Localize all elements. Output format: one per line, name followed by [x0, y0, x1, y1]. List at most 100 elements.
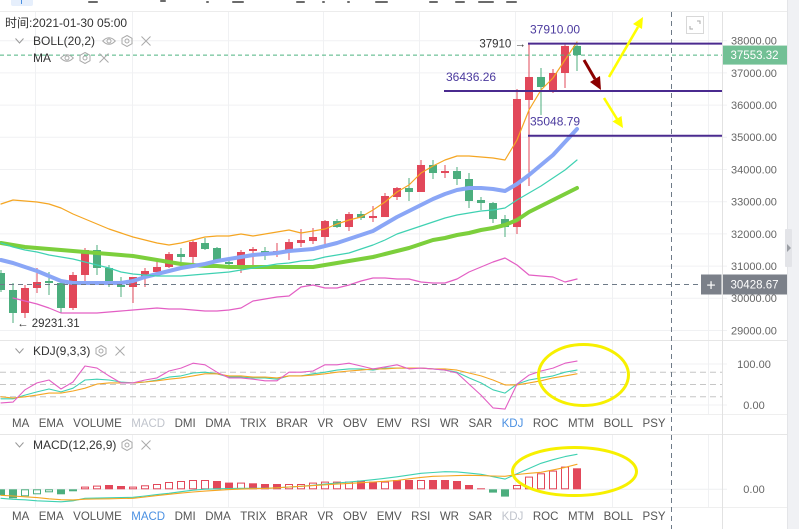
macd-histogram-bar	[417, 480, 425, 490]
tab-sar[interactable]: SAR	[468, 418, 493, 430]
toolbar-button-selected[interactable]	[11, 0, 33, 6]
macd-histogram-bar	[0, 489, 5, 496]
tab-boll[interactable]: BOLL	[603, 511, 634, 523]
toolbar-button-partial[interactable]	[160, 0, 166, 2]
toolbar-button-partial[interactable]	[347, 1, 350, 3]
chevron-down-icon[interactable]	[15, 38, 24, 44]
legend-kdj: KDJ(9,3,3)	[0, 343, 300, 359]
candle	[297, 229, 305, 248]
tab-kdj[interactable]: KDJ	[501, 511, 524, 523]
tab-psy[interactable]: PSY	[642, 418, 666, 430]
tab-brar[interactable]: BRAR	[275, 418, 308, 430]
top-toolbar	[0, 0, 787, 12]
macd-histogram-bar	[465, 485, 473, 490]
close-icon[interactable]	[141, 440, 151, 450]
settings-icon[interactable]	[79, 51, 91, 65]
eye-icon[interactable]	[102, 36, 116, 46]
macd-histogram-bar	[129, 486, 137, 490]
yellow-arrow-up	[607, 26, 640, 78]
tab-trix[interactable]: TRIX	[240, 511, 267, 523]
tab-psy[interactable]: PSY	[642, 511, 666, 523]
toolbar-button-partial[interactable]	[88, 1, 98, 3]
tab-ema[interactable]: EMA	[38, 418, 64, 430]
candle-body	[189, 242, 197, 257]
tab-mtm[interactable]: MTM	[567, 418, 595, 430]
tab-emv[interactable]: EMV	[376, 418, 402, 430]
tab-vr[interactable]: VR	[317, 511, 334, 523]
candle	[525, 43, 533, 186]
toolbar-button-partial[interactable]	[206, 1, 209, 3]
candle	[57, 283, 65, 313]
tab-kdj[interactable]: KDJ	[501, 418, 524, 430]
settings-icon[interactable]	[121, 438, 133, 452]
settings-icon[interactable]	[121, 34, 133, 48]
tab-emv[interactable]: EMV	[376, 511, 402, 523]
toolbar-button-partial[interactable]	[296, 1, 305, 3]
price-axis-tick: 38000.00	[731, 36, 777, 48]
tab-boll[interactable]: BOLL	[603, 418, 634, 430]
tab-trix[interactable]: TRIX	[240, 418, 267, 430]
tab-vr[interactable]: VR	[317, 418, 334, 430]
tab-dmi[interactable]: DMI	[174, 511, 196, 523]
toolbar-button-partial[interactable]	[429, 1, 438, 3]
candle	[513, 89, 521, 234]
toolbar-button-partial[interactable]	[455, 1, 465, 3]
price-axis-tick: 35000.00	[731, 132, 777, 144]
close-icon[interactable]	[141, 36, 151, 46]
candle-body	[405, 188, 413, 193]
tab-volume[interactable]: VOLUME	[73, 418, 122, 430]
tab-roc[interactable]: ROC	[532, 418, 559, 430]
candle	[393, 186, 401, 200]
tab-dmi[interactable]: DMI	[174, 418, 196, 430]
candle-body	[309, 236, 317, 242]
candle	[189, 240, 197, 264]
candle-body	[285, 242, 293, 252]
close-icon[interactable]	[115, 346, 125, 356]
tab-roc[interactable]: ROC	[532, 511, 559, 523]
tab-macd[interactable]: MACD	[131, 511, 166, 523]
macd-histogram-bar	[381, 481, 389, 490]
macd-histogram-bar	[393, 480, 401, 490]
macd-histogram-bar	[165, 482, 173, 490]
tab-obv[interactable]: OBV	[342, 418, 368, 430]
tab-dma[interactable]: DMA	[205, 418, 231, 430]
tab-volume[interactable]: VOLUME	[73, 511, 122, 523]
toolbar-button-partial[interactable]	[506, 1, 517, 3]
fullscreen-button[interactable]	[686, 16, 704, 34]
expand-panel-handle[interactable]	[785, 229, 792, 267]
tab-ma[interactable]: MA	[12, 418, 30, 430]
crosshair-add-button[interactable]	[701, 274, 722, 295]
candle	[381, 193, 389, 218]
candle-body	[525, 76, 533, 100]
close-icon[interactable]	[99, 53, 109, 63]
toolbar-button-partial[interactable]	[232, 1, 244, 3]
crosshair-price-tag	[723, 274, 787, 295]
chevron-down-icon[interactable]	[15, 442, 24, 448]
toolbar-button-partial[interactable]	[478, 1, 494, 3]
tab-brar[interactable]: BRAR	[275, 511, 308, 523]
tab-obv[interactable]: OBV	[342, 511, 368, 523]
tab-mtm[interactable]: MTM	[567, 511, 595, 523]
candle-body	[201, 243, 209, 250]
candle-body	[57, 283, 65, 308]
tab-sar[interactable]: SAR	[468, 511, 493, 523]
tab-ema[interactable]: EMA	[38, 511, 64, 523]
candle-body	[453, 171, 461, 179]
tab-wr[interactable]: WR	[439, 511, 459, 523]
low-price-marker: ← 29231.31	[17, 318, 80, 330]
toolbar-button-partial[interactable]	[322, 1, 325, 3]
toolbar-button-partial[interactable]	[375, 1, 388, 3]
candle-body	[177, 253, 185, 257]
candle-body	[225, 262, 233, 265]
tab-ma[interactable]: MA	[12, 511, 30, 523]
tab-macd[interactable]: MACD	[131, 418, 166, 430]
chevron-down-icon[interactable]	[15, 348, 24, 354]
tab-wr[interactable]: WR	[439, 418, 459, 430]
settings-icon[interactable]	[95, 344, 107, 358]
candle-body	[93, 250, 101, 268]
tab-rsi[interactable]: RSI	[411, 511, 431, 523]
eye-icon[interactable]	[60, 53, 74, 63]
tab-rsi[interactable]: RSI	[411, 418, 431, 430]
tab-dma[interactable]: DMA	[205, 511, 231, 523]
